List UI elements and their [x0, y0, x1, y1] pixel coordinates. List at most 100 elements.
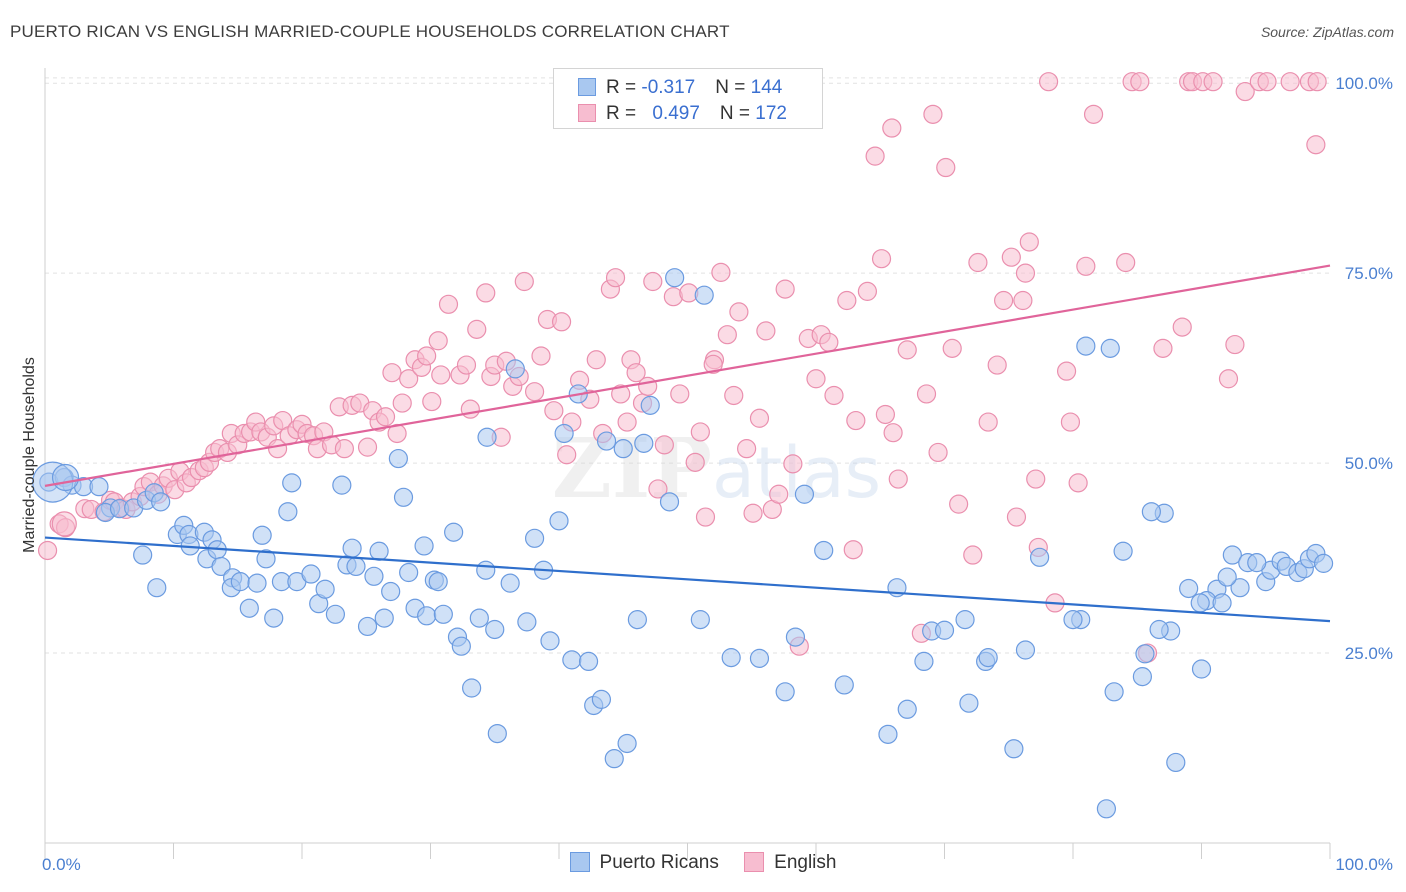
legend-r-label: R = — [606, 103, 642, 124]
puerto-rican-point — [428, 572, 448, 592]
puerto-rican-point — [1247, 553, 1267, 573]
puerto-rican-point — [414, 536, 434, 556]
english-point — [422, 391, 442, 412]
english-point — [551, 312, 572, 332]
english-point — [837, 290, 857, 311]
english-point — [916, 384, 937, 404]
puerto-rican-point — [1190, 593, 1210, 613]
puerto-rican-point — [399, 562, 419, 583]
puerto-rican-point — [955, 610, 975, 630]
puerto-rican-point — [1212, 593, 1232, 613]
gridlines — [45, 77, 1330, 654]
puerto-rican-point — [364, 566, 384, 586]
puerto-rican-point — [485, 619, 505, 640]
english-point — [531, 346, 551, 366]
english-point — [923, 104, 943, 124]
stats-legend: R = -0.317 N = 144 R = 0.497 N = 172 — [553, 68, 823, 129]
puerto-rican-point — [665, 268, 685, 288]
english-point — [654, 435, 674, 455]
puerto-rican-point — [578, 651, 599, 672]
puerto-rican-point — [332, 475, 352, 495]
english-point — [871, 249, 892, 269]
legend-row-puerto-ricans: R = -0.317 N = 144 — [578, 77, 782, 101]
english-point — [1015, 263, 1036, 283]
puerto-rican-point — [1179, 578, 1199, 599]
english-point — [756, 321, 776, 341]
legend-r-value: -0.317 — [641, 77, 696, 98]
english-point — [1019, 232, 1039, 252]
english-point — [431, 365, 451, 385]
puerto-rican-point — [897, 699, 917, 719]
x-tick-labels: 0.0% 100.0% — [42, 855, 1393, 874]
english-point — [775, 279, 795, 299]
legend-n-value: 172 — [755, 103, 787, 124]
legend-r-label: R = — [606, 77, 642, 98]
legend-item-puerto-ricans: Puerto Ricans — [569, 852, 719, 874]
english-point — [514, 271, 534, 292]
puerto-rican-point — [613, 439, 633, 459]
english-point — [37, 540, 58, 561]
trend-lines — [44, 264, 1331, 623]
puerto-rican-point — [264, 608, 284, 628]
puerto-rican-point — [374, 608, 394, 628]
puerto-rican-points — [32, 268, 1334, 819]
puerto-rican-point — [540, 631, 560, 651]
puerto-rican-point — [627, 610, 647, 630]
puerto-rican-point — [230, 572, 250, 592]
english-point — [1116, 252, 1136, 273]
english-point — [685, 452, 705, 472]
puerto-rican-point — [151, 492, 171, 512]
puerto-rican-point — [604, 749, 624, 769]
english-point — [1203, 72, 1223, 92]
puerto-rican-point — [1029, 547, 1050, 567]
english-point — [1307, 72, 1327, 92]
english-point — [1001, 247, 1021, 267]
puerto-rican-point — [694, 285, 714, 305]
puerto-rican-point — [133, 545, 153, 565]
english-point — [605, 268, 626, 288]
english-point — [670, 384, 690, 404]
puerto-rican-point — [1141, 502, 1161, 522]
legend-n-label: N = — [719, 103, 756, 124]
english-point — [824, 385, 844, 406]
english-point — [467, 319, 487, 339]
puerto-rican-point — [1191, 659, 1212, 679]
puerto-rican-point — [417, 606, 437, 626]
puerto-rican-point — [1222, 545, 1242, 565]
english-point — [882, 118, 902, 138]
english-point — [857, 281, 878, 301]
english-point — [643, 271, 663, 292]
english-point — [949, 494, 969, 514]
english-point — [690, 422, 710, 442]
puerto-rican-point — [476, 560, 496, 580]
puerto-rican-point — [487, 723, 507, 744]
english-point — [1076, 256, 1096, 276]
puerto-rican-point — [444, 522, 464, 542]
english-point — [544, 401, 564, 421]
english-point — [888, 469, 908, 489]
english-point — [729, 302, 749, 322]
english-point — [1257, 72, 1277, 92]
english-point — [456, 355, 477, 375]
puerto-rican-point — [1135, 644, 1155, 664]
english-point — [1006, 507, 1027, 527]
puerto-rican-point — [1015, 640, 1036, 660]
english-point — [724, 385, 744, 406]
english-point — [1172, 317, 1192, 337]
english-point — [1306, 135, 1326, 155]
legend-swatch-pink — [578, 104, 596, 122]
english-point — [783, 454, 803, 474]
english-point — [769, 484, 789, 504]
puerto-rican-point — [749, 648, 770, 668]
puerto-rican-point — [433, 604, 453, 624]
puerto-rican-point — [554, 423, 574, 444]
english-point — [819, 332, 839, 352]
puerto-rican-point — [282, 473, 302, 493]
puerto-rican-point — [325, 604, 346, 624]
puerto-rican-trend-line — [44, 536, 1331, 623]
watermark-zip: ZIP — [552, 421, 712, 517]
english-point — [1038, 72, 1059, 92]
puerto-rican-point — [211, 556, 231, 577]
puerto-rican-point — [596, 431, 617, 451]
legend-swatch-pink — [744, 852, 765, 872]
